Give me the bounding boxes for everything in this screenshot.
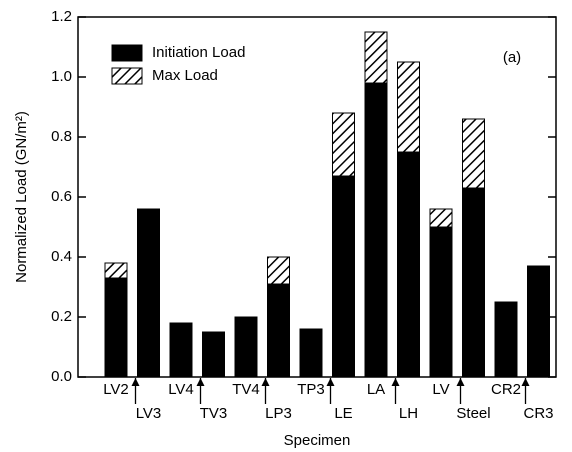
legend-swatch — [111, 44, 143, 62]
label-arrow-head — [456, 378, 465, 386]
bar-segment — [332, 175, 355, 378]
x-tick-label: TP3 — [297, 381, 325, 398]
y-tick-label: 0.2 — [51, 308, 72, 325]
legend-swatch — [111, 67, 143, 85]
x-tick-label: TV4 — [232, 381, 260, 398]
bar-segment — [397, 151, 420, 378]
bar-segment — [364, 82, 388, 378]
bar-segment — [494, 301, 518, 378]
y-tick-label: 0.8 — [51, 128, 72, 145]
bar-segment — [169, 322, 193, 378]
x-tick-label: CR2 — [491, 381, 521, 398]
label-arrow-head — [521, 378, 530, 386]
bar-segment — [462, 118, 485, 189]
label-arrow-head — [131, 378, 140, 386]
bar-segment — [397, 61, 420, 153]
x-tick-label: LH — [399, 405, 418, 422]
x-axis-label: Specimen — [284, 432, 351, 449]
x-tick-label: LV4 — [168, 381, 194, 398]
bar-segment — [429, 208, 453, 228]
label-arrow-head — [196, 378, 205, 386]
label-arrow-head — [391, 378, 400, 386]
bar-segment — [429, 226, 453, 378]
bar-segment — [104, 262, 128, 279]
bar-segment — [234, 316, 258, 378]
x-tick-label: LE — [334, 405, 352, 422]
x-tick-label: LV3 — [136, 405, 162, 422]
bar-segment — [527, 265, 550, 378]
x-tick-label: TV3 — [200, 405, 228, 422]
x-tick-label: LP3 — [265, 405, 292, 422]
y-axis-label: Normalized Load (GN/m²) — [13, 111, 30, 283]
bar-segment — [462, 187, 485, 378]
x-tick-label: CR3 — [523, 405, 553, 422]
legend-label: Max Load — [152, 67, 218, 84]
y-tick-label: 0.4 — [51, 248, 72, 265]
bar-segment — [267, 256, 290, 285]
bar-segment — [104, 277, 128, 378]
x-tick-label: LA — [367, 381, 385, 398]
y-tick-label: 0.0 — [51, 368, 72, 385]
bar-segment — [267, 283, 290, 378]
bar-segment — [299, 328, 323, 378]
x-tick-label: LV — [432, 381, 449, 398]
y-tick-label: 1.2 — [51, 8, 72, 25]
bar-segment — [137, 208, 160, 378]
annotation: (a) — [503, 49, 521, 66]
legend-label: Initiation Load — [152, 44, 245, 61]
x-tick-label: Steel — [456, 405, 490, 422]
bar-segment — [332, 112, 355, 177]
label-arrow-head — [261, 378, 270, 386]
label-arrow-head — [326, 378, 335, 386]
y-tick-label: 1.0 — [51, 68, 72, 85]
y-tick-label: 0.6 — [51, 188, 72, 205]
bar-segment — [364, 31, 388, 84]
bar-segment — [202, 331, 225, 378]
x-tick-label: LV2 — [103, 381, 129, 398]
